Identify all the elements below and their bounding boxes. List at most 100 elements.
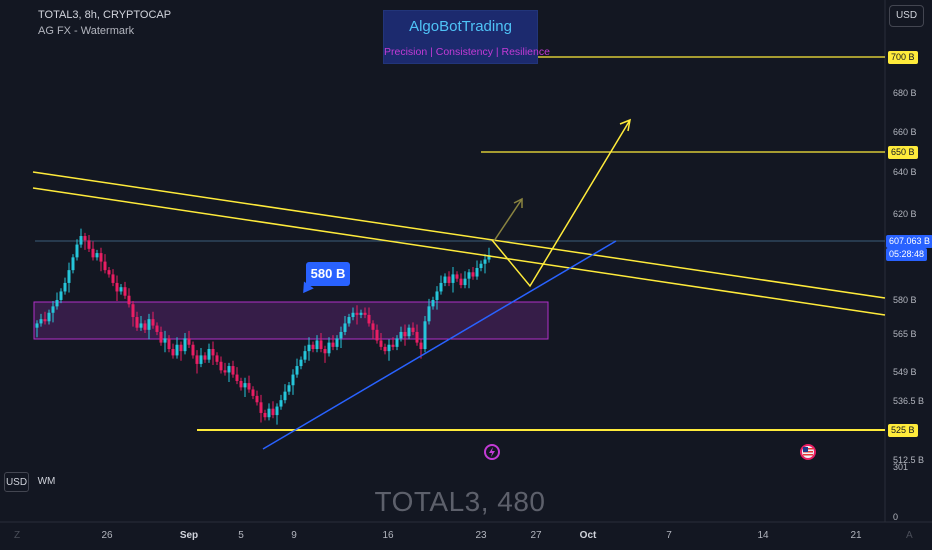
candle-body — [267, 408, 271, 418]
candle-body — [307, 344, 311, 352]
candle-body — [135, 317, 139, 328]
candle-body — [131, 304, 135, 318]
candle-body — [283, 391, 287, 401]
candle-body — [155, 325, 159, 332]
time-label: 16 — [382, 530, 394, 541]
time-label: 21 — [850, 530, 862, 541]
candle-body — [219, 361, 223, 371]
currency-button[interactable]: USD — [889, 5, 924, 27]
time-label: 9 — [291, 530, 297, 541]
candle-body — [399, 331, 403, 339]
candle-body — [487, 255, 491, 260]
time-label: Oct — [579, 530, 597, 541]
candle-body — [231, 366, 235, 375]
candle-body — [291, 374, 295, 386]
candle-body — [51, 306, 55, 313]
candle-body — [187, 338, 191, 345]
current-price-tag: 607.063 B — [886, 235, 932, 248]
candle-body — [79, 236, 83, 245]
event-us-flag-icon[interactable] — [800, 444, 816, 460]
projection-arrowhead — [619, 118, 631, 132]
bar-countdown: 05:28:48 — [886, 248, 928, 261]
projection-path — [491, 119, 631, 288]
candle-body — [455, 274, 459, 279]
candle-body — [35, 323, 39, 328]
candle-body — [443, 276, 447, 283]
candle-body — [463, 278, 467, 286]
price-label: 620 B — [893, 209, 917, 219]
candle-body — [167, 338, 171, 350]
candle-body — [255, 395, 259, 403]
auto-scale-button[interactable]: A — [906, 530, 913, 541]
time-label: 23 — [475, 530, 487, 541]
zone-callout: 580 B — [306, 262, 350, 286]
candle-body — [359, 312, 363, 315]
candle-body — [43, 319, 47, 322]
candle-body — [299, 359, 303, 367]
candle-body — [459, 278, 463, 286]
candle-body — [239, 380, 243, 388]
alt-projection-arrowhead — [513, 197, 523, 208]
currency-toggle-button[interactable]: USD — [4, 472, 29, 492]
candle-body — [159, 331, 163, 343]
candle-body — [343, 323, 347, 332]
candle-body — [203, 355, 207, 360]
brand-tagline: Precision | Consistency | Resilience — [384, 46, 550, 58]
candle-body — [139, 323, 143, 328]
candle-body — [143, 323, 147, 330]
candle-body — [223, 370, 227, 373]
alt-projection — [493, 198, 523, 242]
candle-body — [375, 329, 379, 341]
price-label: 660 B — [893, 127, 917, 137]
candle-body — [55, 299, 59, 307]
candle-body — [339, 331, 343, 339]
candle-body — [151, 319, 155, 326]
candle-body — [451, 274, 455, 283]
candle-body — [335, 338, 339, 347]
candle-body — [123, 287, 127, 296]
candle-body — [475, 268, 479, 277]
candle-body — [471, 272, 475, 277]
candle-body — [303, 351, 307, 360]
candle-body — [431, 299, 435, 307]
symbol-title: TOTAL3, 8h, CRYPTOCAP — [38, 9, 172, 21]
candle-body — [63, 282, 67, 292]
candle-body — [327, 342, 331, 354]
candle-body — [395, 338, 399, 347]
candle-body — [99, 253, 103, 262]
candle-body — [387, 344, 391, 352]
candles — [35, 228, 491, 425]
event-lightning-icon[interactable] — [484, 444, 500, 460]
candle-body — [147, 319, 151, 330]
candle-body — [107, 270, 111, 275]
candle-body — [235, 374, 239, 381]
time-label: Sep — [179, 530, 199, 541]
level-tag-650: 650 B — [888, 146, 918, 159]
candle-body — [263, 412, 267, 418]
candle-body — [171, 349, 175, 356]
candle-body — [127, 295, 131, 305]
time-label: 26 — [101, 530, 113, 541]
level-tag-525: 525 B — [888, 424, 918, 437]
candle-body — [83, 236, 87, 241]
candle-body — [467, 272, 471, 279]
indicator-label: AG FX - Watermark — [38, 25, 135, 37]
candle-body — [483, 259, 487, 264]
candle-body — [347, 317, 351, 324]
candle-body — [115, 282, 119, 292]
candle-body — [163, 338, 167, 343]
candle-body — [207, 349, 211, 360]
watermark-toggle-button[interactable]: WM — [37, 476, 56, 487]
price-label: 680 B — [893, 88, 917, 98]
time-label: 14 — [757, 530, 769, 541]
candle-body — [411, 327, 415, 332]
candle-body — [175, 344, 179, 356]
time-label: 27 — [530, 530, 542, 541]
candle-body — [71, 257, 75, 271]
candle-body — [259, 402, 263, 413]
candle-body — [391, 344, 395, 347]
descending-channel-top — [32, 171, 886, 299]
candle-body — [403, 331, 407, 337]
candle-body — [363, 312, 367, 315]
